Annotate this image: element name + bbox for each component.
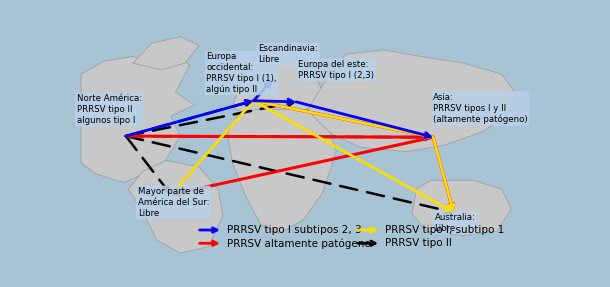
- Text: Australia:
Libre: Australia: Libre: [434, 213, 475, 232]
- Text: PRRSV altamente patógeno: PRRSV altamente patógeno: [226, 238, 370, 249]
- Text: Europa
occidental:
PRRSV tipo I (1),
algún tipo II: Europa occidental: PRRSV tipo I (1), alg…: [206, 53, 277, 94]
- Text: Asia:
PRRSV tipos I y II
(altamente patógeno): Asia: PRRSV tipos I y II (altamente pató…: [433, 93, 528, 124]
- Text: PRRSV tipo II: PRRSV tipo II: [385, 238, 452, 248]
- Text: Norte América:
PRRSV tipo II
algunos tipo I: Norte América: PRRSV tipo II algunos tip…: [77, 94, 142, 125]
- Text: PRRSV tipo I subtipos 2, 3: PRRSV tipo I subtipos 2, 3: [226, 225, 361, 235]
- Text: Mayor parte de
América del Sur:
Libre: Mayor parte de América del Sur: Libre: [138, 187, 209, 218]
- Text: Escandinavia:
Libre: Escandinavia: Libre: [258, 44, 318, 64]
- Text: Europa del este:
PRRSV tipo I (2,3): Europa del este: PRRSV tipo I (2,3): [298, 60, 375, 80]
- Text: PRRSV tipo I, subtipo 1: PRRSV tipo I, subtipo 1: [385, 225, 504, 235]
